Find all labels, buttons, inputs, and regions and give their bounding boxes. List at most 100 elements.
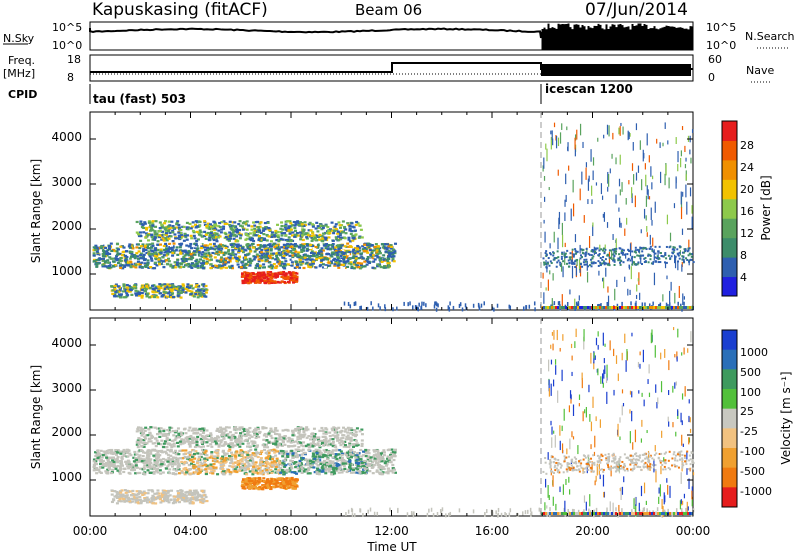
echo-cell (669, 257, 671, 259)
echo-cell (195, 226, 198, 228)
echo-cell (273, 280, 276, 282)
echo-cell (377, 452, 380, 454)
echo-cell (299, 244, 302, 246)
echo-cell (620, 260, 622, 262)
echo-cell (246, 275, 249, 277)
echo-cell (437, 303, 439, 307)
echo-cell (553, 252, 555, 254)
echo-cell (158, 230, 161, 232)
echo-cell (573, 256, 575, 258)
power-colorbar-swatches (722, 121, 737, 297)
echo-cell (116, 258, 119, 260)
echo-cell (287, 263, 290, 265)
echo-cell (333, 230, 336, 232)
echo-cell (267, 222, 270, 224)
echo-cell (288, 281, 291, 283)
echo-cell (552, 130, 553, 140)
echo-cell (95, 266, 98, 268)
echo-cell (545, 250, 547, 252)
echo-cell (558, 170, 559, 176)
echo-cell (182, 256, 185, 258)
echo-cell (621, 302, 623, 306)
echo-cell (291, 231, 294, 233)
echo-cell (654, 256, 656, 258)
echo-cell (603, 252, 605, 254)
echo-cell (403, 302, 405, 306)
echo-cell (593, 171, 594, 181)
echo-cell (306, 461, 309, 463)
echo-cell (302, 267, 305, 269)
echo-cell (392, 255, 395, 257)
power-cbar-tick-12: 12 (740, 227, 754, 240)
echo-cell (479, 307, 481, 311)
echo-cell (280, 452, 283, 454)
echo-cell (179, 244, 182, 246)
echo-cell (196, 462, 199, 464)
echo-cell (660, 172, 661, 183)
power-colorbar-swatch (722, 257, 737, 277)
echo-cell (116, 250, 119, 252)
echo-cell (195, 466, 198, 468)
echo-cell (677, 261, 678, 270)
echo-cell (112, 289, 115, 291)
echo-cell (675, 306, 677, 309)
echo-cell (605, 306, 607, 309)
echo-cell (672, 248, 674, 250)
echo-cell (263, 277, 266, 279)
echo-cell (631, 306, 633, 309)
echo-cell (110, 457, 113, 459)
echo-cell (314, 237, 317, 239)
echo-cell (248, 450, 251, 452)
echo-cell (225, 236, 228, 238)
echo-cell (562, 266, 563, 277)
echo-cell (665, 306, 667, 309)
nsky-label: N.Sky (3, 32, 35, 45)
echo-cell (224, 462, 227, 464)
echo-cell (121, 254, 124, 256)
echo-cell (550, 243, 551, 248)
echo-cell (137, 261, 140, 263)
echo-cell (192, 465, 195, 467)
echo-cell (104, 451, 107, 453)
echo-cell (295, 461, 298, 463)
echo-cell (566, 256, 568, 258)
echo-cell (350, 233, 353, 235)
echo-cell (683, 302, 685, 306)
echo-cell (664, 252, 666, 254)
echo-cell (311, 223, 314, 225)
echo-cell (605, 258, 607, 260)
echo-cell (297, 224, 300, 226)
echo-cell (389, 255, 392, 257)
echo-cell (633, 142, 634, 151)
echo-cell (262, 233, 265, 235)
echo-cell (221, 468, 224, 470)
echo-cell (363, 472, 366, 474)
echo-cell (559, 306, 561, 309)
echo-cell (99, 258, 102, 260)
echo-cell (607, 187, 608, 192)
echo-cell (459, 304, 461, 308)
echo-cell (159, 221, 162, 223)
echo-cell (635, 247, 637, 249)
echo-cell (327, 230, 330, 232)
echo-cell (631, 187, 632, 198)
echo-cell (591, 265, 593, 267)
echo-cell (289, 239, 292, 241)
echo-cell (257, 244, 260, 246)
echo-cell (110, 258, 113, 260)
echo-cell (647, 133, 648, 145)
echo-cell (585, 306, 587, 309)
echo-cell (110, 243, 113, 245)
echo-cell (305, 232, 308, 234)
echo-cell (681, 207, 682, 219)
echo-cell (297, 251, 300, 253)
power-cbar-tick-20: 20 (740, 183, 754, 196)
echo-cell (280, 271, 283, 273)
echo-cell (192, 230, 195, 232)
echo-cell (204, 244, 207, 246)
echo-cell (213, 463, 216, 465)
echo-cell (154, 257, 157, 259)
echo-cell (619, 248, 621, 250)
echo-cell (387, 467, 390, 469)
echo-cell (268, 227, 271, 229)
